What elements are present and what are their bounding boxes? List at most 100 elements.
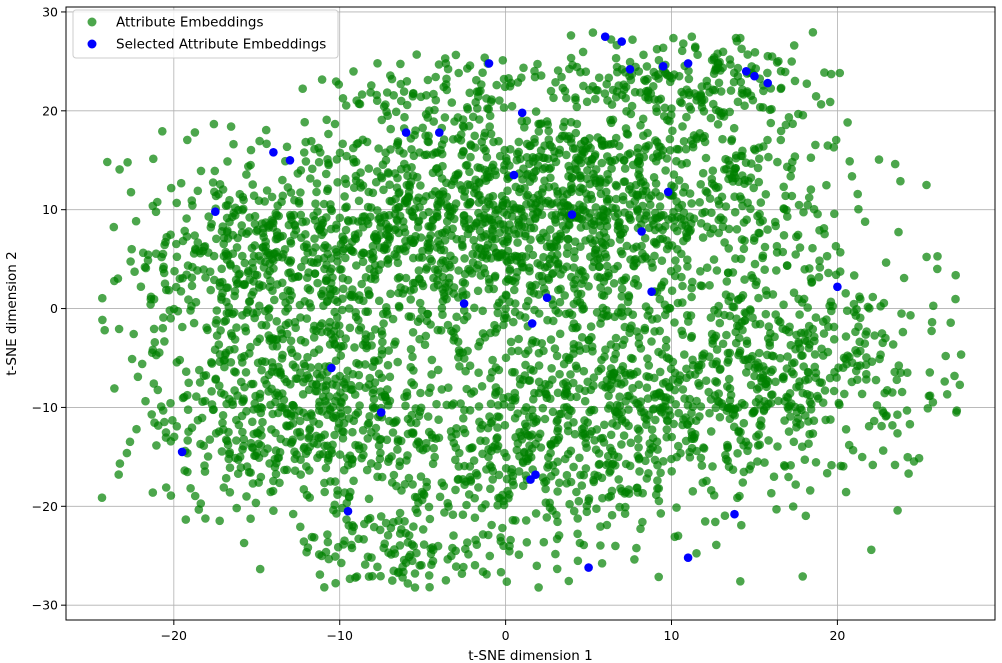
attribute-embedding-point xyxy=(473,286,483,296)
attribute-embedding-point xyxy=(857,452,867,462)
attribute-embedding-point xyxy=(538,403,548,413)
attribute-embedding-point xyxy=(510,285,519,295)
attribute-embedding-point xyxy=(677,272,686,282)
attribute-embedding-point xyxy=(831,241,841,251)
attribute-embedding-point xyxy=(724,244,733,253)
attribute-embedding-point xyxy=(210,345,220,355)
x-tick-label: −20 xyxy=(161,628,187,643)
attribute-embedding-point xyxy=(331,286,340,296)
attribute-embedding-point xyxy=(597,355,606,365)
attribute-embedding-point xyxy=(522,139,532,149)
attribute-embedding-point xyxy=(562,249,572,258)
attribute-embedding-point xyxy=(257,365,266,375)
attribute-embedding-point xyxy=(940,377,949,386)
attribute-embedding-point xyxy=(755,348,764,358)
attribute-embedding-point xyxy=(272,368,282,377)
attribute-embedding-point xyxy=(161,483,171,492)
x-tick-label: 10 xyxy=(664,628,680,643)
attribute-embedding-point xyxy=(754,293,763,303)
attribute-embedding-point xyxy=(549,316,558,326)
attribute-embedding-point xyxy=(382,88,392,97)
attribute-embedding-point xyxy=(443,64,453,74)
attribute-embedding-point xyxy=(364,187,374,197)
attribute-embedding-point xyxy=(562,93,571,103)
attribute-embedding-point xyxy=(337,558,346,568)
attribute-embedding-point xyxy=(401,401,410,411)
attribute-embedding-point xyxy=(348,427,357,437)
attribute-embedding-point xyxy=(479,144,489,153)
attribute-embedding-point xyxy=(207,387,216,396)
attribute-embedding-point xyxy=(569,378,578,388)
attribute-embedding-point xyxy=(246,342,255,352)
attribute-embedding-point xyxy=(357,90,367,99)
attribute-embedding-point xyxy=(618,311,627,321)
attribute-embedding-point xyxy=(737,235,747,244)
attribute-embedding-point xyxy=(339,540,348,549)
x-tick-label: −10 xyxy=(327,628,353,643)
attribute-embedding-point xyxy=(350,343,359,352)
attribute-embedding-point xyxy=(825,373,835,383)
attribute-embedding-point xyxy=(321,169,331,179)
attribute-embedding-point xyxy=(232,243,242,252)
attribute-embedding-point xyxy=(597,237,606,247)
attribute-embedding-point xyxy=(420,340,430,350)
attribute-embedding-point xyxy=(791,480,800,489)
attribute-embedding-point xyxy=(615,392,624,402)
attribute-embedding-point xyxy=(527,444,537,453)
attribute-embedding-point xyxy=(218,418,227,428)
attribute-embedding-point xyxy=(219,483,229,492)
attribute-embedding-point xyxy=(410,583,420,592)
attribute-embedding-point xyxy=(760,242,770,252)
attribute-embedding-point xyxy=(396,164,406,174)
attribute-embedding-point xyxy=(381,518,391,528)
attribute-embedding-point xyxy=(436,245,446,255)
attribute-embedding-point xyxy=(763,51,773,61)
selected-embedding-point xyxy=(459,299,469,308)
attribute-embedding-point xyxy=(401,273,411,283)
attribute-embedding-point xyxy=(687,292,696,302)
attribute-embedding-point xyxy=(666,364,676,374)
attribute-embedding-point xyxy=(286,336,296,346)
attribute-embedding-point xyxy=(256,441,266,450)
attribute-embedding-point xyxy=(518,375,528,385)
attribute-embedding-point xyxy=(595,262,604,272)
attribute-embedding-point xyxy=(365,513,375,523)
attribute-embedding-point xyxy=(246,438,256,448)
attribute-embedding-point xyxy=(634,67,644,76)
attribute-embedding-point xyxy=(190,231,199,240)
attribute-embedding-point xyxy=(563,200,572,210)
attribute-embedding-point xyxy=(460,405,469,415)
attribute-embedding-point xyxy=(321,547,331,557)
attribute-embedding-point xyxy=(750,259,760,269)
attribute-embedding-point xyxy=(337,305,347,315)
attribute-embedding-point xyxy=(322,213,331,222)
attribute-embedding-point xyxy=(166,183,176,193)
attribute-embedding-point xyxy=(848,445,858,455)
selected-embedding-point xyxy=(401,128,411,137)
attribute-embedding-point xyxy=(333,257,342,266)
attribute-embedding-point xyxy=(211,374,221,384)
attribute-embedding-point xyxy=(719,402,728,412)
attribute-embedding-point xyxy=(324,159,333,168)
attribute-embedding-point xyxy=(441,576,451,585)
attribute-embedding-point xyxy=(740,400,749,410)
attribute-embedding-point xyxy=(702,76,712,86)
attribute-embedding-point xyxy=(841,355,850,364)
attribute-embedding-point xyxy=(554,531,564,540)
attribute-embedding-point xyxy=(424,222,433,231)
attribute-embedding-point xyxy=(604,73,614,83)
attribute-embedding-point xyxy=(423,75,433,85)
attribute-embedding-point xyxy=(475,226,485,236)
attribute-embedding-point xyxy=(694,378,703,388)
attribute-embedding-point xyxy=(724,374,734,384)
attribute-embedding-point xyxy=(406,418,416,427)
attribute-embedding-point xyxy=(341,101,351,110)
attribute-embedding-point xyxy=(576,242,585,251)
attribute-embedding-point xyxy=(903,368,912,378)
attribute-embedding-point xyxy=(336,388,345,397)
attribute-embedding-point xyxy=(464,490,474,499)
attribute-embedding-point xyxy=(650,251,659,261)
attribute-embedding-point xyxy=(569,349,578,359)
attribute-embedding-point xyxy=(442,400,452,410)
attribute-embedding-point xyxy=(540,263,550,272)
